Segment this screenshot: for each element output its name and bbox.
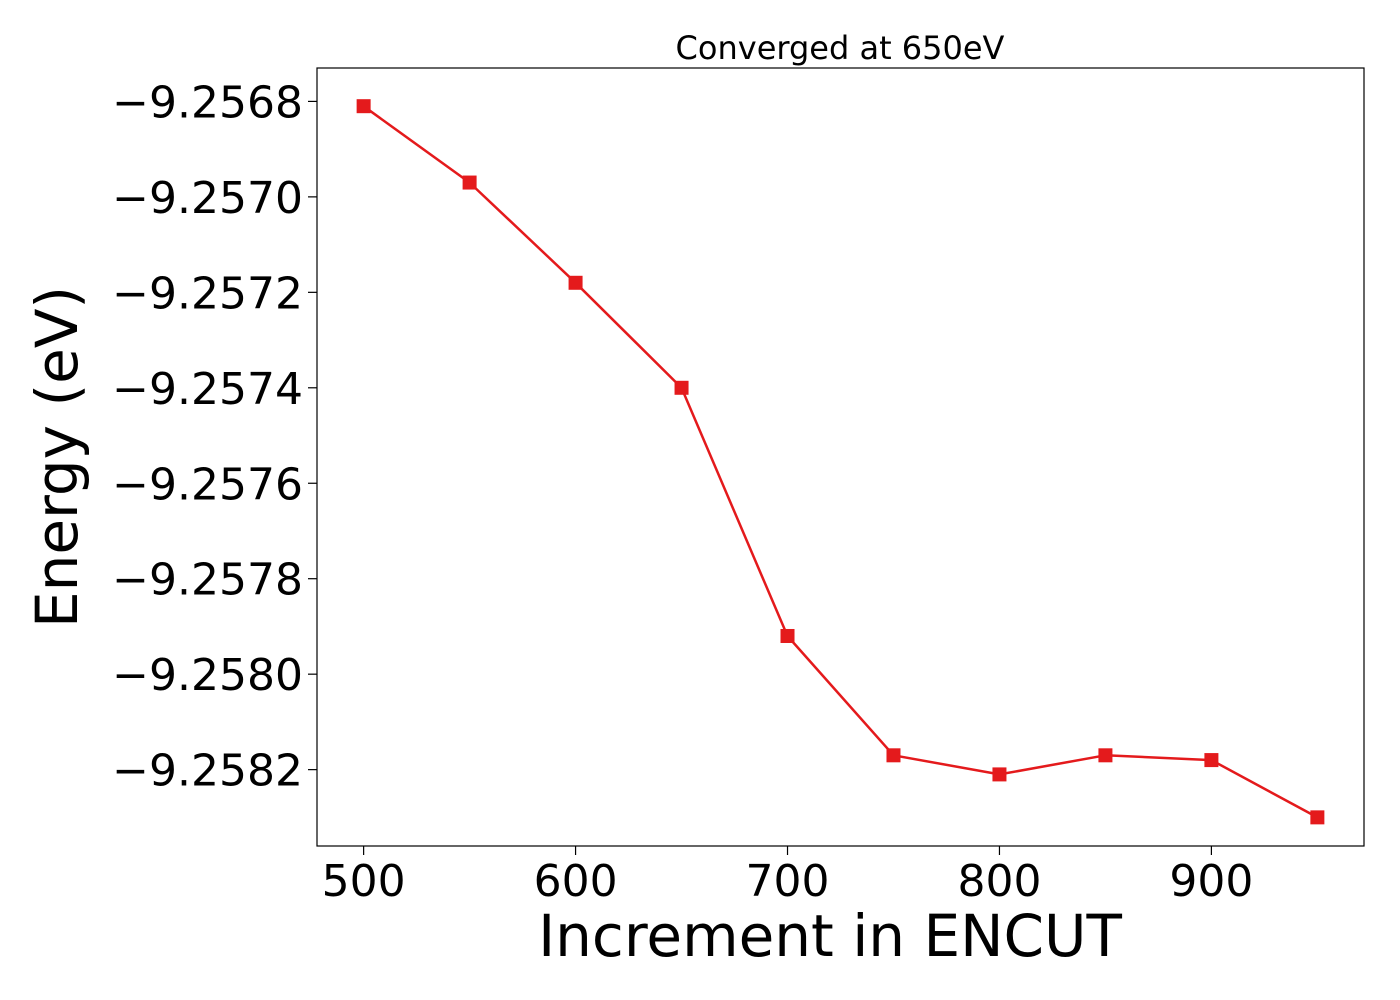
series-line <box>362 105 1318 819</box>
x-tick-label: 700 <box>746 856 830 907</box>
y-tick-label: −9.2570 <box>112 173 303 224</box>
data-point-marker <box>886 748 901 763</box>
data-point-marker <box>462 175 477 190</box>
plot-background <box>317 68 1364 846</box>
y-tick-label: −9.2578 <box>112 555 303 606</box>
data-point-marker <box>568 275 583 290</box>
chart-marks <box>356 99 1325 825</box>
data-point-marker <box>1204 753 1219 768</box>
x-tick-label: 800 <box>957 856 1041 907</box>
data-point-marker <box>1310 810 1325 825</box>
y-tick-label: −9.2568 <box>112 77 303 128</box>
data-point-marker <box>780 628 795 643</box>
data-point-marker <box>1098 748 1113 763</box>
y-axis-label: Energy (eV) <box>23 286 91 628</box>
y-axis-ticks: −9.2568 −9.2570 −9.2572 −9.2574 −9.2576 −9.25… <box>112 77 317 797</box>
x-axis-label: Increment in ENCUT <box>538 902 1122 970</box>
x-tick-label: 900 <box>1169 856 1253 907</box>
y-tick-label: −9.2576 <box>112 459 303 510</box>
x-tick-label: 600 <box>534 856 618 907</box>
y-tick-label: −9.2574 <box>112 364 303 415</box>
data-point-marker <box>674 380 689 395</box>
x-axis-ticks: 500 600 700 800 900 <box>322 846 1253 907</box>
chart-title: Converged at 650eV <box>676 29 1005 67</box>
y-tick-label: −9.2582 <box>112 746 303 797</box>
data-point-marker <box>992 767 1007 782</box>
y-tick-label: −9.2572 <box>112 268 303 319</box>
x-tick-label: 500 <box>322 856 406 907</box>
plot-frame <box>316 67 1365 847</box>
y-tick-label: −9.2580 <box>112 650 303 701</box>
data-point-marker <box>356 99 371 114</box>
